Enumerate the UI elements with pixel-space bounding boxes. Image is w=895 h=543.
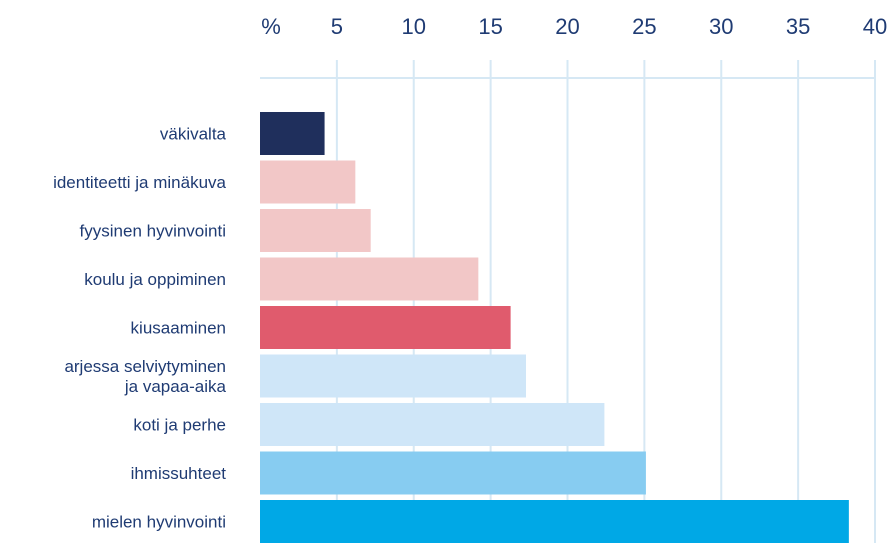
x-tick-label-35: 35 [786,14,810,39]
x-tick-label-25: 25 [632,14,656,39]
category-label-8: ihmissuhteet [131,464,227,483]
bar-2 [260,160,356,204]
bar-6 [260,354,526,398]
x-tick-label-15: 15 [478,14,502,39]
x-tick-label-20: 20 [555,14,579,39]
bar-5 [260,306,511,349]
x-tick-label-5: 5 [331,14,343,39]
category-label-7: koti ja perhe [133,416,226,435]
category-label-1: väkivalta [160,125,227,144]
category-label-6: arjessa selviytyminen ja vapaa-aika [64,357,226,396]
x-tick-label-40: 40 [863,14,887,39]
bar-3 [260,209,371,252]
bar-8 [260,451,646,495]
x-tick-label-10: 10 [402,14,426,39]
category-label-9: mielen hyvinvointi [92,513,226,532]
bar-7 [260,403,605,446]
category-label-3: fyysinen hyvinvointi [80,222,226,241]
category-label-4: koulu ja oppiminen [84,270,226,289]
bar-1 [260,112,325,155]
category-label-5: kiusaaminen [131,319,226,338]
x-tick-label-30: 30 [709,14,733,39]
x-unit-label: % [261,14,281,39]
bar-9 [260,500,849,543]
category-label-2: identiteetti ja minäkuva [53,173,226,192]
bar-4 [260,257,479,301]
